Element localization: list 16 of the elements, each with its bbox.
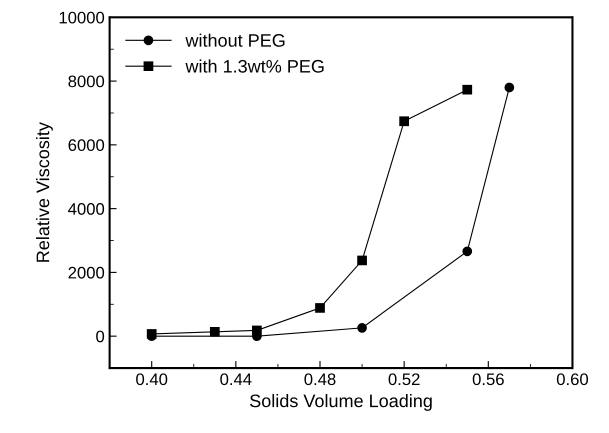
x-tick-label: 0.60 [556, 373, 588, 386]
legend-label: with 1.3wt% PEG [185, 59, 324, 73]
y-tick-label: 0 [96, 330, 104, 342]
x-tick-label: 0.40 [136, 373, 168, 386]
x-tick-label: 0.56 [472, 373, 504, 386]
legend-label: without PEG [185, 34, 284, 47]
x-axis-title: Solids Volume Loading [250, 394, 432, 411]
x-tick-label: 0.44 [220, 373, 252, 386]
y-tick-label: 6000 [68, 139, 104, 152]
y-tick-label: 10000 [60, 12, 104, 24]
y-tick-label: 8000 [68, 75, 104, 88]
y-tick-label: 4000 [68, 203, 104, 215]
x-tick-label: 0.52 [388, 373, 420, 386]
y-tick-label: 2000 [68, 266, 104, 279]
y-axis-title: Relative Viscosity [36, 122, 53, 262]
x-tick-label: 0.48 [304, 373, 336, 386]
